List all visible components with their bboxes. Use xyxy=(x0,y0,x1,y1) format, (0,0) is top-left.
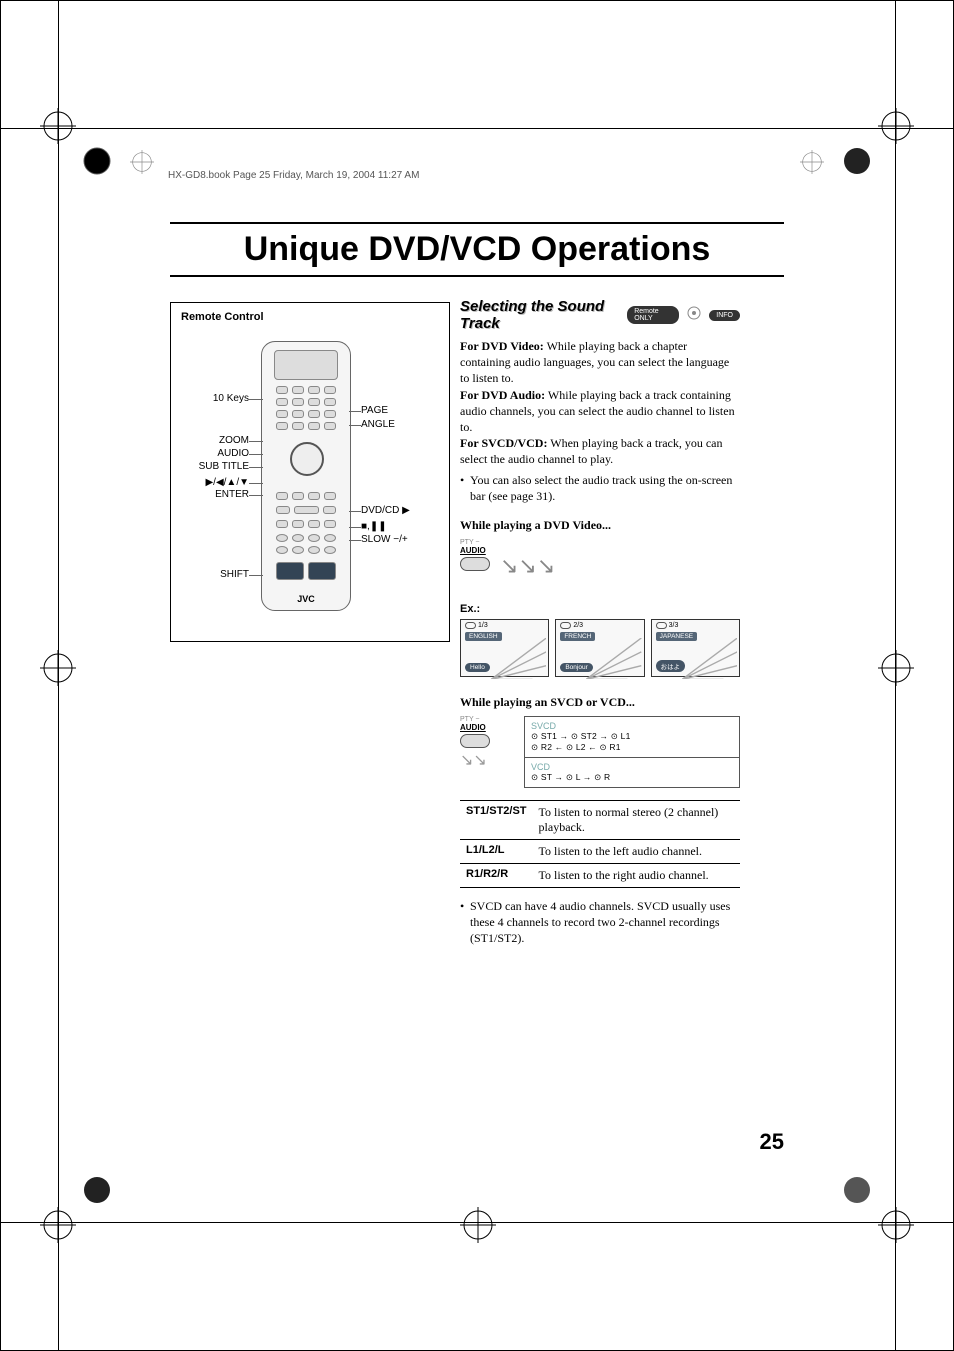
registration-mark-icon xyxy=(130,150,154,174)
callout-line xyxy=(249,399,263,400)
callout-line xyxy=(249,441,263,442)
svcd-label: SVCD xyxy=(531,721,733,731)
button-icon xyxy=(460,557,490,571)
channel-desc: To listen to the right audio channel. xyxy=(533,863,740,887)
disc-icon xyxy=(687,306,701,324)
table-row: ST1/ST2/STTo listen to normal stereo (2 … xyxy=(460,800,740,839)
callout-line xyxy=(349,540,361,541)
callout-line xyxy=(249,483,263,484)
svcd-vcd-diagram: PTY − AUDIO ↘↘ SVCD ⊙ ST1 → ⊙ ST2 → ⊙ L1… xyxy=(460,716,740,788)
body-text: For DVD Video: While playing back a chap… xyxy=(460,338,740,468)
section-heading: Selecting the Sound Track xyxy=(460,298,619,332)
press-arrows-icon: ↘↘↘ xyxy=(500,553,555,579)
callout-line xyxy=(349,425,361,426)
audio-button-diagram: PTY − AUDIO ↘↘↘ xyxy=(460,539,740,599)
flow-line: ⊙ R2 ← ⊙ L2 ← ⊙ R1 xyxy=(531,742,733,753)
remote-only-badge: Remote ONLY xyxy=(627,306,679,324)
bullet-text: You can also select the audio track usin… xyxy=(460,472,740,504)
remote-control-panel: Remote Control JVC 10 Keys ZOOM AUDIO SUB T… xyxy=(170,302,450,642)
callout-line xyxy=(349,511,361,512)
table-row: R1/R2/RTo listen to the right audio chan… xyxy=(460,863,740,887)
para-bold: For DVD Audio: xyxy=(460,388,545,402)
callout-label: SHIFT xyxy=(220,569,249,580)
callout-label: ENTER xyxy=(215,489,249,500)
flow-line: ⊙ ST1 → ⊙ ST2 → ⊙ L1 xyxy=(531,731,733,742)
sub-heading: While playing an SVCD or VCD... xyxy=(460,695,740,710)
color-disc-icon xyxy=(82,146,112,176)
callout-line xyxy=(249,454,263,455)
callout-label: PAGE xyxy=(361,405,388,416)
color-disc-icon xyxy=(842,1175,872,1205)
para-bold: For DVD Video: xyxy=(460,339,544,353)
button-icon xyxy=(460,734,490,748)
registration-mark-icon xyxy=(460,1207,496,1243)
page-title-box: Unique DVD/VCD Operations xyxy=(170,222,784,277)
callout-label: ANGLE xyxy=(361,419,395,430)
registration-mark-icon xyxy=(878,108,914,144)
page-number: 25 xyxy=(760,1129,784,1155)
callout-line xyxy=(249,575,263,576)
channel-desc: To listen to the left audio channel. xyxy=(533,839,740,863)
channel-desc: To listen to normal stereo (2 channel) p… xyxy=(533,800,740,839)
callout-line xyxy=(349,411,361,412)
example-label: Ex.: xyxy=(460,603,740,615)
rays-icon xyxy=(682,638,737,679)
pty-label: PTY − xyxy=(460,539,740,546)
callout-label: ▶/◀/▲/▼ xyxy=(205,477,249,488)
callout-line xyxy=(249,467,263,468)
black-disc-icon xyxy=(842,146,872,176)
registration-mark-icon xyxy=(878,1207,914,1243)
content-column: Selecting the Sound Track Remote ONLY IN… xyxy=(460,298,740,946)
remote-body-icon: JVC xyxy=(261,341,351,611)
bullet-text: SVCD can have 4 audio channels. SVCD usu… xyxy=(460,898,740,947)
pty-label: PTY − xyxy=(460,716,516,723)
callout-label: DVD/CD ▶ xyxy=(361,505,410,516)
registration-mark-icon xyxy=(878,650,914,686)
callout-label: AUDIO xyxy=(217,448,249,459)
registration-mark-icon xyxy=(40,108,76,144)
table-row: L1/L2/LTo listen to the left audio chann… xyxy=(460,839,740,863)
registration-mark-icon xyxy=(40,650,76,686)
header-info: HX-GD8.book Page 25 Friday, March 19, 20… xyxy=(168,170,419,181)
callout-label: 10 Keys xyxy=(213,393,249,404)
example-screen: 3/3 JAPANESE おはよ xyxy=(651,619,740,677)
callout-label: SLOW −/+ xyxy=(361,534,408,545)
audio-label: AUDIO xyxy=(460,723,516,732)
example-screens: 1/3 ENGLISH Hello 2/3 FRENCH Bonjour 3/3… xyxy=(460,619,740,677)
channel-key: L1/L2/L xyxy=(460,839,533,863)
press-arrows-icon: ↘↘ xyxy=(460,750,516,770)
remote-control-label: Remote Control xyxy=(171,303,449,331)
callout-line xyxy=(249,495,263,496)
rays-icon xyxy=(491,638,546,679)
channel-key: R1/R2/R xyxy=(460,863,533,887)
callout-line xyxy=(349,527,361,528)
callout-label: ■,❚❚ xyxy=(361,521,387,532)
example-screen: 1/3 ENGLISH Hello xyxy=(460,619,549,677)
channel-key: ST1/ST2/ST xyxy=(460,800,533,839)
para-bold: For SVCD/VCD: xyxy=(460,436,547,450)
vcd-label: VCD xyxy=(531,762,733,772)
channel-table: ST1/ST2/STTo listen to normal stereo (2 … xyxy=(460,800,740,888)
page-title: Unique DVD/VCD Operations xyxy=(170,230,784,269)
rays-icon xyxy=(586,638,641,679)
flow-line: ⊙ ST → ⊙ L → ⊙ R xyxy=(531,772,733,783)
trim-line xyxy=(0,128,954,129)
registration-mark-icon xyxy=(40,1207,76,1243)
registration-mark-icon xyxy=(800,150,824,174)
callout-label: SUB TITLE xyxy=(199,461,249,472)
jvc-logo: JVC xyxy=(262,594,350,604)
callout-label: ZOOM xyxy=(219,435,249,446)
black-disc-icon xyxy=(82,1175,112,1205)
example-screen: 2/3 FRENCH Bonjour xyxy=(555,619,644,677)
info-badge: INFO xyxy=(709,310,740,321)
sub-heading: While playing a DVD Video... xyxy=(460,518,740,533)
